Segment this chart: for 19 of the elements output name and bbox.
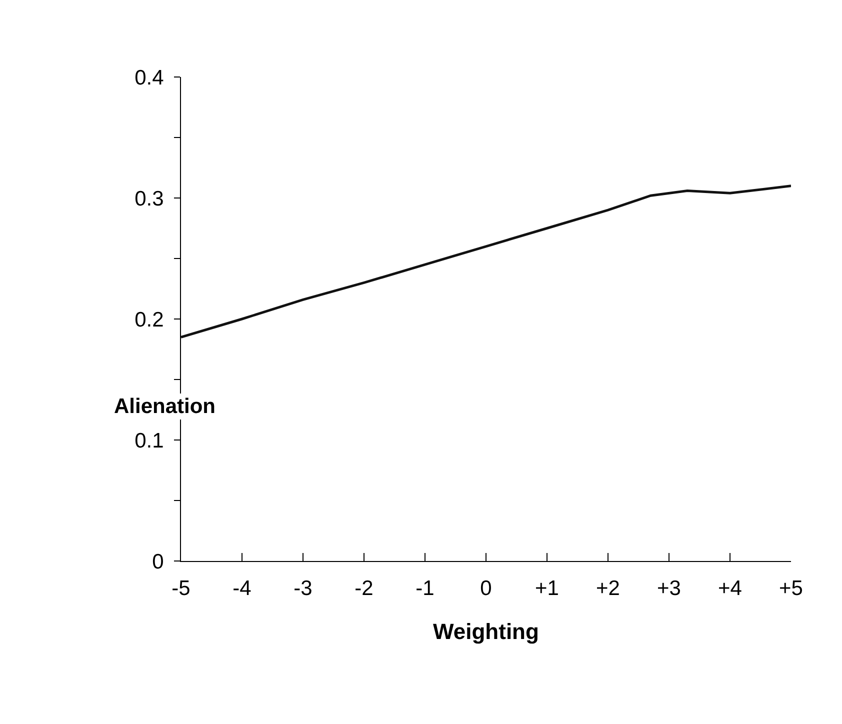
x-axis-title: Weighting	[433, 619, 539, 644]
y-tick-label: 0.2	[134, 308, 164, 332]
x-tick-label: +2	[596, 577, 620, 600]
x-tick-label: +1	[535, 577, 559, 600]
x-tick-label: +3	[657, 577, 681, 600]
y-tick-label: 0.1	[134, 429, 164, 452]
y-tick-label: 0	[152, 550, 164, 574]
x-tick-label: +4	[718, 577, 742, 600]
y-axis-title: Alienation	[114, 395, 216, 418]
x-tick-label: +5	[779, 577, 803, 600]
x-tick-label: -3	[294, 577, 312, 600]
line-series	[181, 184, 791, 338]
y-tick-label: 0.4	[134, 66, 164, 90]
x-tick-label: -2	[354, 577, 374, 600]
x-tick-label: 0	[480, 577, 492, 600]
y-tick-label: 0.3	[134, 187, 164, 210]
x-tick-label: -4	[232, 577, 252, 600]
x-tick-label: -5	[172, 577, 190, 600]
x-tick-label: -1	[416, 577, 434, 600]
